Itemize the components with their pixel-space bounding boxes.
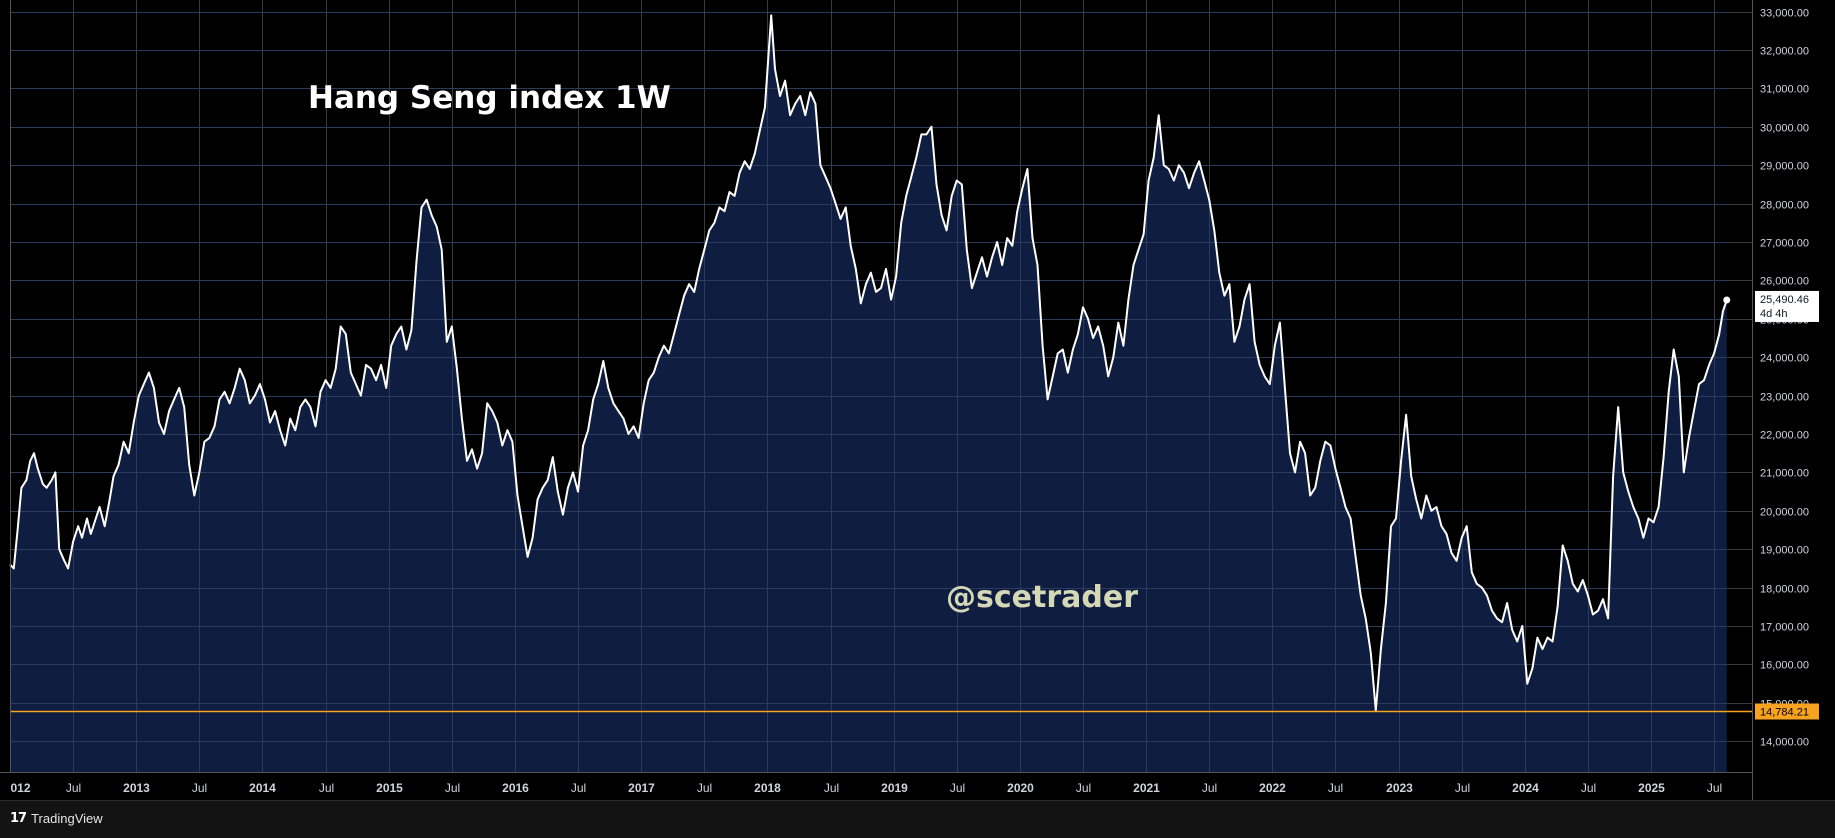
x-tick-label: 2022 (1259, 781, 1286, 795)
x-tick-label: 2024 (1512, 781, 1539, 795)
x-tick-label: 2017 (628, 781, 655, 795)
y-tick-label: 27,000.00 (1760, 238, 1809, 250)
x-tick-label: 2020 (1007, 781, 1034, 795)
x-tick-label: 2021 (1133, 781, 1160, 795)
support-price-badge (1755, 703, 1819, 720)
price-labels: 14,784.21 25,490.46 4d 4h (1755, 290, 1819, 720)
last-price-badge (1755, 290, 1819, 322)
x-tick-label: 2023 (1386, 781, 1413, 795)
x-tick-label: 2015 (376, 781, 403, 795)
brand-name: TradingView (31, 811, 103, 826)
y-tick-label: 23,000.00 (1760, 392, 1809, 404)
x-tick-label: 2013 (123, 781, 150, 795)
chart-area[interactable]: 14,000.0015,000.0016,000.0017,000.0018,0… (0, 0, 1835, 800)
x-tick-label: Jul (571, 781, 586, 795)
y-tick-label: 19,000.00 (1760, 545, 1809, 557)
last-price-label: 25,490.46 (1760, 294, 1809, 306)
y-tick-label: 14,000.00 (1760, 737, 1809, 749)
x-tick-label: Jul (445, 781, 460, 795)
x-tick-label: Jul (192, 781, 207, 795)
x-tick-label: 2016 (502, 781, 529, 795)
y-tick-label: 33,000.00 (1760, 8, 1809, 20)
bar-countdown-label: 4d 4h (1760, 308, 1788, 320)
x-tick-label: 2014 (249, 781, 276, 795)
price-area-fill (10, 15, 1727, 772)
axes: 14,000.0015,000.0016,000.0017,000.0018,0… (0, 0, 1809, 800)
x-tick-label: 2018 (754, 781, 781, 795)
x-tick-label: 2025 (1638, 781, 1665, 795)
x-tick-label: Jul (1707, 781, 1722, 795)
x-tick-label: Jul (319, 781, 334, 795)
x-tick-label: Jul (950, 781, 965, 795)
last-price-dot (1723, 296, 1731, 304)
x-tick-label: Jul (824, 781, 839, 795)
watermark-text: @scetrader (946, 580, 1138, 615)
y-tick-label: 29,000.00 (1760, 161, 1809, 173)
y-tick-label: 31,000.00 (1760, 84, 1809, 96)
y-tick-label: 22,000.00 (1760, 430, 1809, 442)
y-tick-label: 20,000.00 (1760, 507, 1809, 519)
x-tick-label: Jul (1076, 781, 1091, 795)
y-tick-label: 32,000.00 (1760, 46, 1809, 58)
footer-bar: 17 TradingView (0, 800, 1835, 838)
x-tick-label: 012 (11, 781, 31, 795)
x-tick-label: Jul (1328, 781, 1343, 795)
x-tick-label: 2019 (881, 781, 908, 795)
x-tick-label: Jul (66, 781, 81, 795)
y-tick-label: 21,000.00 (1760, 468, 1809, 480)
y-tick-label: 17,000.00 (1760, 622, 1809, 634)
y-tick-label: 28,000.00 (1760, 200, 1809, 212)
y-tick-label: 18,000.00 (1760, 584, 1809, 596)
tradingview-brand[interactable]: 17 TradingView (10, 811, 103, 826)
y-tick-label: 16,000.00 (1760, 660, 1809, 672)
y-tick-label: 26,000.00 (1760, 276, 1809, 288)
tradingview-logo-icon: 17 (10, 811, 27, 826)
x-tick-label: Jul (1581, 781, 1596, 795)
x-tick-label: Jul (1455, 781, 1470, 795)
chart-title: Hang Seng index 1W (308, 80, 671, 116)
price-line (9, 14, 1728, 712)
support-price-label: 14,784.21 (1760, 707, 1809, 719)
x-tick-label: Jul (697, 781, 712, 795)
x-tick-label: Jul (1202, 781, 1217, 795)
y-tick-label: 30,000.00 (1760, 123, 1809, 135)
y-tick-label: 24,000.00 (1760, 353, 1809, 365)
